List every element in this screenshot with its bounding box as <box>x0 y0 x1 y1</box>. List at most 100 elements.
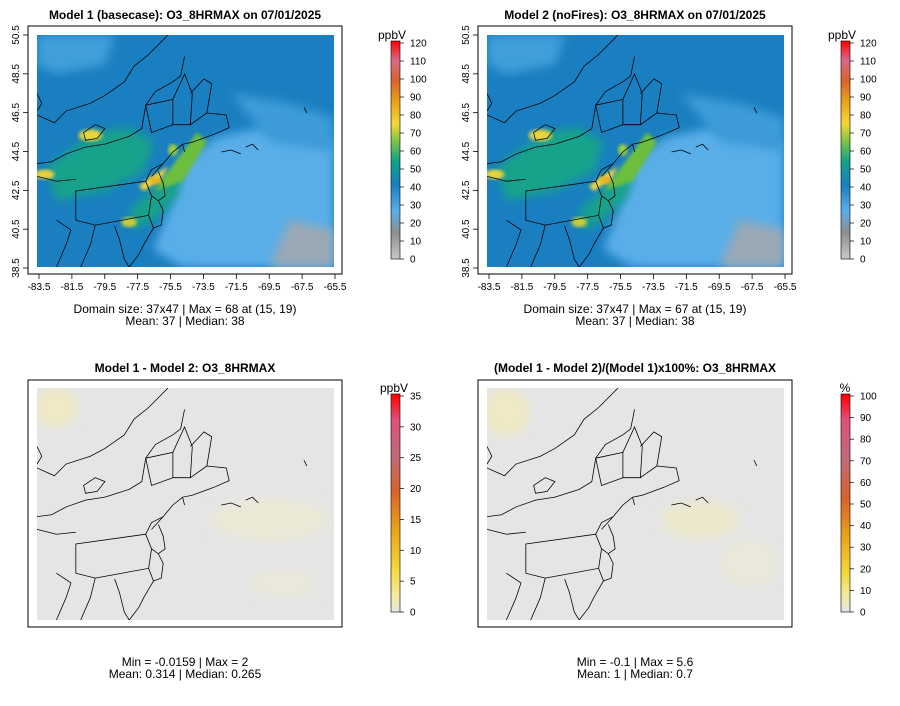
colorbar-tick-label: 100 <box>860 392 877 403</box>
panel3-colorbar <box>390 393 401 613</box>
x-tick-label: -83.5 <box>478 282 501 293</box>
colorbar-tick-label: 20 <box>860 564 872 575</box>
panel1-stats-line2: Mean: 37 | Median: 38 <box>125 314 245 328</box>
colorbar-tick-label: 30 <box>860 201 872 212</box>
panel3-title: Model 1 - Model 2: O3_8HRMAX <box>95 361 276 375</box>
colorbar-tick-label: 0 <box>410 608 416 619</box>
colorbar-tick-label: 30 <box>410 422 422 433</box>
x-tick-label: -81.5 <box>510 282 533 293</box>
panel4-field <box>487 388 784 620</box>
x-tick-label: -77.5 <box>576 282 599 293</box>
panel2-title: Model 2 (noFires): O3_8HRMAX on 07/01/20… <box>504 8 766 22</box>
y-tick-label: 38.5 <box>11 258 22 278</box>
x-tick-label: -67.5 <box>291 282 314 293</box>
x-tick-label: -73.5 <box>192 282 215 293</box>
colorbar-tick-label: 80 <box>410 111 422 122</box>
x-tick-label: -79.5 <box>543 282 566 293</box>
x-tick-label: -71.5 <box>225 282 248 293</box>
colorbar-tick-label: 10 <box>410 546 422 557</box>
colorbar-tick-label: 20 <box>410 484 422 495</box>
x-tick-label: -65.5 <box>774 282 797 293</box>
colorbar-tick-label: 70 <box>860 456 872 467</box>
x-tick-label: -83.5 <box>28 282 51 293</box>
colorbar-tick-label: 20 <box>410 219 422 230</box>
x-tick-label: -81.5 <box>60 282 83 293</box>
panel1-colorbar-unit: ppbV <box>378 28 406 42</box>
colorbar-tick-label: 110 <box>860 57 876 68</box>
colorbar-tick-label: 40 <box>860 521 872 532</box>
colorbar-tick-label: 110 <box>410 57 426 68</box>
panel2-x-axis: -83.5 -81.5 -79.5 -77.5 -75.5 -73.5 -71.5 -69.5… <box>478 274 797 293</box>
panel2-stats-line2: Mean: 37 | Median: 38 <box>575 314 695 328</box>
y-tick-label: 40.5 <box>461 219 472 239</box>
x-tick-label: -73.5 <box>642 282 665 293</box>
y-tick-label: 46.5 <box>461 102 472 122</box>
panel2-field <box>487 35 784 267</box>
colorbar-tick-label: 25 <box>410 453 422 464</box>
colorbar-tick-label: 90 <box>860 413 872 424</box>
x-tick-label: -65.5 <box>324 282 347 293</box>
colorbar-tick-label: 50 <box>410 165 422 176</box>
panel1-colorbar-ticks: 0 10 20 30 40 50 60 70 80 90 100 110 120 <box>400 39 427 266</box>
panel-model1: Model 1 (basecase): O3_8HRMAX on 07/01/2… <box>11 8 427 328</box>
x-tick-label: -79.5 <box>93 282 116 293</box>
colorbar-tick-label: 40 <box>410 183 422 194</box>
panel4-stats-line1: Min = -0.1 | Max = 5.6 <box>577 655 694 669</box>
colorbar-tick-label: 35 <box>410 392 422 403</box>
panel3-colorbar-unit: ppbV <box>380 381 408 395</box>
y-tick-label: 46.5 <box>11 102 22 122</box>
x-tick-label: -67.5 <box>741 282 764 293</box>
panel-model2: Model 2 (noFires): O3_8HRMAX on 07/01/20… <box>461 8 877 328</box>
colorbar-tick-label: 50 <box>860 500 872 511</box>
colorbar-tick-label: 60 <box>410 147 422 158</box>
panel2-colorbar-unit: ppbV <box>828 28 856 42</box>
panel1-colorbar <box>390 40 401 260</box>
colorbar-tick-label: 10 <box>410 237 422 248</box>
panel2-colorbar-ticks: 0 10 20 30 40 50 60 70 80 90 100 110 120 <box>850 39 877 266</box>
panel3-stats-line2: Mean: 0.314 | Median: 0.265 <box>109 667 262 681</box>
panel-difference: Model 1 - Model 2: O3_8HRMAX Min = -0.01… <box>27 361 422 681</box>
y-tick-label: 44.5 <box>11 141 22 161</box>
colorbar-tick-label: 10 <box>860 586 872 597</box>
colorbar-tick-label: 90 <box>860 93 872 104</box>
colorbar-tick-label: 90 <box>410 93 422 104</box>
panel4-stats-line2: Mean: 1 | Median: 0.7 <box>577 667 693 681</box>
y-tick-label: 42.5 <box>11 180 22 200</box>
panel1-stats-line1: Domain size: 37x47 | Max = 68 at (15, 19… <box>74 302 297 316</box>
y-tick-label: 48.5 <box>461 64 472 84</box>
panel-percent-difference: (Model 1 - Model 2)/(Model 1)x100%: O3_8… <box>477 361 877 681</box>
y-tick-label: 50.5 <box>11 25 22 45</box>
colorbar-tick-label: 20 <box>860 219 872 230</box>
colorbar-tick-label: 30 <box>860 543 872 554</box>
colorbar-tick-label: 30 <box>410 201 422 212</box>
panel1-x-axis: -83.5 -81.5 -79.5 -77.5 -75.5 -73.5 -71.5 -69.5… <box>28 274 347 293</box>
panel2-stats-line1: Domain size: 37x47 | Max = 67 at (15, 19… <box>524 302 747 316</box>
colorbar-tick-label: 100 <box>410 75 427 86</box>
panel3-stats-line1: Min = -0.0159 | Max = 2 <box>122 655 249 669</box>
y-tick-label: 50.5 <box>461 25 472 45</box>
panel3-field <box>37 388 334 620</box>
colorbar-tick-label: 0 <box>410 255 416 266</box>
colorbar-tick-label: 120 <box>860 39 877 50</box>
panel2-y-axis: 38.5 40.5 42.5 44.5 46.5 48.5 50.5 <box>461 25 478 278</box>
panel1-y-axis: 38.5 40.5 42.5 44.5 46.5 48.5 50.5 <box>11 25 28 278</box>
panel2-colorbar <box>840 40 851 260</box>
panel1-title: Model 1 (basecase): O3_8HRMAX on 07/01/2… <box>49 8 321 22</box>
colorbar-tick-label: 0 <box>860 608 866 619</box>
y-tick-label: 42.5 <box>461 180 472 200</box>
y-tick-label: 38.5 <box>461 258 472 278</box>
x-tick-label: -69.5 <box>708 282 731 293</box>
x-tick-label: -75.5 <box>609 282 632 293</box>
panel4-colorbar-unit: % <box>840 381 851 395</box>
colorbar-tick-label: 60 <box>860 478 872 489</box>
y-tick-label: 44.5 <box>461 141 472 161</box>
colorbar-tick-label: 50 <box>860 165 872 176</box>
y-tick-label: 48.5 <box>11 64 22 84</box>
x-tick-label: -69.5 <box>258 282 281 293</box>
x-tick-label: -75.5 <box>159 282 182 293</box>
colorbar-tick-label: 100 <box>860 75 877 86</box>
panel3-colorbar-ticks: 0 5 10 15 20 25 30 35 <box>400 392 422 619</box>
colorbar-tick-label: 60 <box>860 147 872 158</box>
panel4-title: (Model 1 - Model 2)/(Model 1)x100%: O3_8… <box>494 361 776 375</box>
